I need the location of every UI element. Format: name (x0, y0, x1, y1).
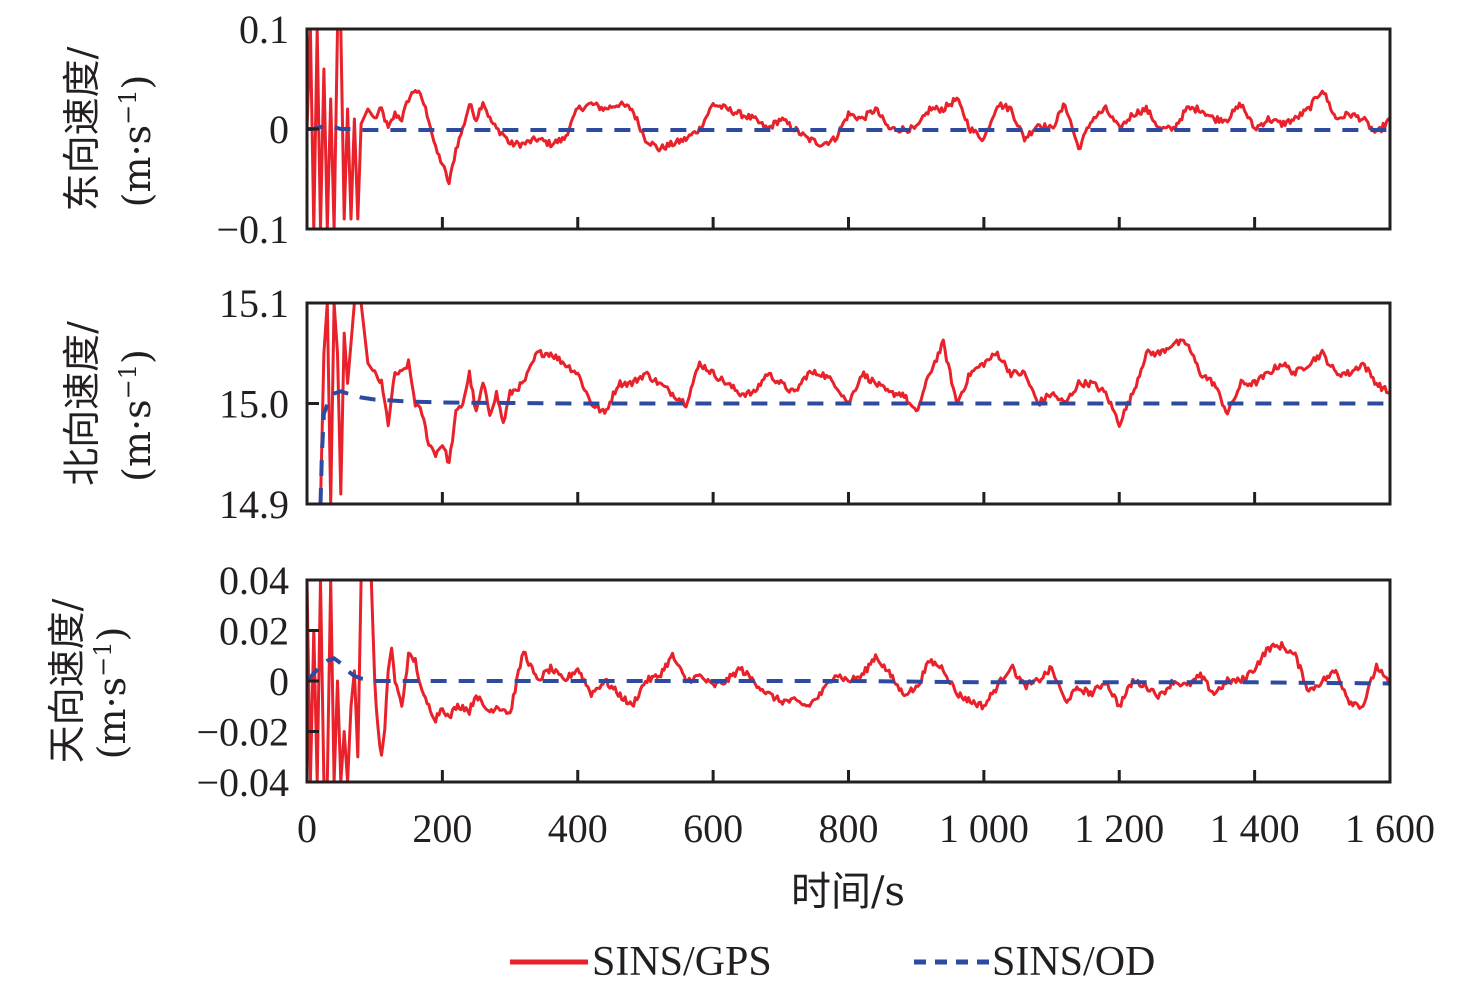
y-unit-sup: −1 (114, 89, 142, 124)
y-unit-base: (m·s (115, 399, 159, 481)
y-unit-sup: −1 (114, 364, 142, 399)
y-unit-sup: −1 (89, 641, 117, 676)
legend-label-sins-gps: SINS/GPS (592, 939, 772, 985)
panel-east: −0.1 0 0.1 东向速度/(m·s−1) (60, 7, 1390, 252)
x-tick-label: 800 (819, 806, 879, 851)
y-tick-label-north: 15.1 (219, 281, 289, 326)
x-tick-label: 400 (548, 806, 608, 851)
legend: SINS/GPS SINS/OD (510, 939, 1155, 985)
y-axis-unit-north: (m·s−1) (114, 349, 159, 482)
x-axis-label: 时间/s (791, 869, 905, 915)
x-tick-label: 1 000 (939, 806, 1029, 851)
y-tick-label-north: 14.9 (219, 482, 289, 527)
y-tick-label-up: −0.04 (196, 760, 289, 805)
y-unit-close: ) (115, 349, 159, 364)
x-tick-label: 1 200 (1074, 806, 1164, 851)
y-axis-label-east: 东向速度/ (60, 46, 104, 211)
y-tick-label-up: 0 (269, 659, 289, 704)
y-tick-label-east: 0.1 (239, 7, 289, 52)
y-tick-label-east: −0.1 (216, 207, 289, 252)
x-tick-label: 1 600 (1345, 806, 1435, 851)
y-axis-unit-east: (m·s−1) (114, 75, 159, 208)
y-unit-close: ) (115, 75, 159, 90)
y-tick-label-up: −0.02 (196, 710, 289, 755)
y-unit-base: (m·s (115, 125, 159, 207)
panel-up: −0.04 −0.02 0 0.02 0.04 天向速度/(m·s−1) (45, 558, 1390, 805)
y-axis-unit-up: (m·s−1) (89, 627, 134, 760)
y-axis-label-north: 北向速度/ (60, 321, 104, 486)
x-tick-labels: 0 200 400 600 800 1 000 1 200 1 400 1 600 (297, 806, 1435, 851)
y-axis-label-up: 天向速度/ (45, 598, 89, 763)
y-tick-label-up: 0.02 (219, 609, 289, 654)
series-sins-od-east (307, 127, 1390, 130)
y-unit-base: (m·s (90, 677, 134, 759)
y-unit-close: ) (90, 627, 134, 642)
legend-label-sins-od: SINS/OD (992, 939, 1155, 985)
panel-north: 14.9 15.0 15.1 北向速度/(m·s−1) (60, 281, 1390, 527)
x-tick-label: 0 (297, 806, 317, 851)
y-tick-label-north: 15.0 (219, 382, 289, 427)
y-tick-label-up: 0.04 (219, 558, 289, 603)
x-tick-label: 1 400 (1210, 806, 1300, 851)
x-tick-label: 600 (683, 806, 743, 851)
x-tick-label: 200 (412, 806, 472, 851)
y-tick-label-east: 0 (269, 107, 289, 152)
